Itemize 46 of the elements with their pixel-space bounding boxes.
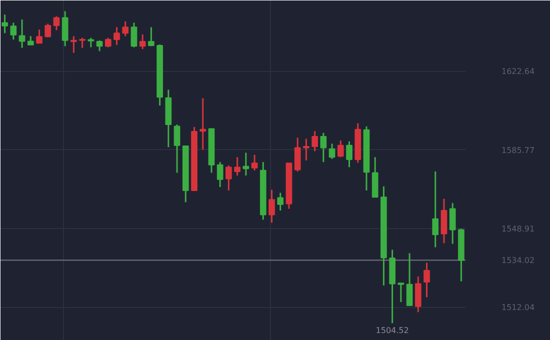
y-tick-label: 1512.04	[502, 303, 535, 312]
candlestick	[226, 164, 232, 192]
candlestick	[449, 202, 456, 245]
candlestick	[312, 130, 318, 152]
candlestick	[10, 22, 17, 40]
candlestick	[406, 252, 413, 306]
candlestick	[148, 26, 154, 47]
candlestick	[432, 170, 439, 248]
ref-line-label: 1534.02	[502, 256, 535, 266]
candlestick	[122, 20, 129, 37]
candlestick	[53, 16, 60, 31]
y-tick-label: 1622.64	[502, 67, 535, 76]
y-tick-label: 1548.91	[502, 224, 535, 234]
candlestick	[320, 132, 327, 163]
candlestick	[294, 136, 301, 172]
candlestick	[303, 138, 310, 162]
candlestick	[242, 152, 250, 176]
candlestick	[200, 98, 206, 150]
annotation: 1504.52	[376, 326, 409, 336]
candlestick	[70, 35, 77, 54]
candlestick	[139, 34, 146, 50]
candlestick	[268, 189, 275, 224]
candlestick	[130, 22, 138, 48]
candlestick	[251, 154, 258, 172]
candlestick	[18, 18, 26, 49]
candlestick	[424, 262, 430, 298]
candlestick	[62, 10, 68, 47]
candlestick	[328, 142, 336, 160]
candlestick	[346, 140, 352, 168]
candlestick	[440, 198, 448, 244]
candlestick	[44, 23, 52, 38]
candlestick	[114, 26, 120, 46]
candlestick	[398, 282, 404, 303]
candlestick	[96, 40, 103, 52]
y-tick-label: 1585.77	[502, 146, 535, 155]
candlestick	[36, 28, 42, 44]
candlestick	[337, 140, 344, 158]
candlestick	[79, 37, 86, 49]
candlestick	[88, 37, 94, 48]
candlestick	[216, 161, 224, 188]
candlestick	[277, 192, 284, 212]
candlestick	[174, 124, 180, 174]
candlestick	[2, 14, 8, 34]
candlestick	[104, 37, 112, 48]
candlestick	[234, 156, 240, 176]
candlestick	[414, 276, 422, 313]
